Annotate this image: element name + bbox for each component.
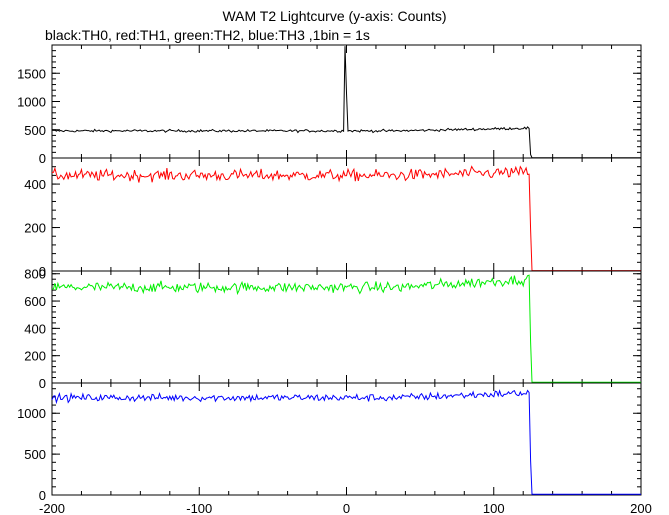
x-tick-label: 200: [630, 501, 652, 515]
y-tick-label: 0: [39, 151, 46, 166]
y-tick-label: 1500: [17, 66, 46, 81]
y-tick-label: 0: [39, 488, 46, 503]
y-tick-label: 500: [24, 123, 46, 138]
chart-title: WAM T2 Lightcurve (y-axis: Counts): [222, 8, 447, 24]
y-tick-label: 0: [39, 264, 46, 279]
x-tick-label: 0: [343, 501, 350, 515]
x-tick-label: -200: [39, 501, 65, 515]
series-line-th1: [51, 165, 641, 272]
y-tick-label: 1000: [17, 95, 46, 110]
series-line-th2: [51, 274, 641, 383]
panel-frame-th2: [51, 270, 642, 384]
y-tick-label: 500: [24, 447, 46, 462]
series-line-th3: [51, 389, 641, 495]
panel-frame-th3: [51, 382, 642, 496]
x-tick-label: 100: [483, 501, 505, 515]
y-tick-label: 200: [24, 221, 46, 236]
chart-subtitle: black:TH0, red:TH1, green:TH2, blue:TH3 …: [45, 27, 370, 43]
series-line-th0: [51, 46, 641, 159]
y-tick-label: 1000: [17, 406, 46, 421]
y-tick-label: 400: [24, 177, 46, 192]
y-tick-label: 0: [39, 376, 46, 391]
y-tick-label: 600: [24, 294, 46, 309]
y-tick-label: 800: [24, 267, 46, 282]
x-tick-label: -100: [186, 501, 212, 515]
y-tick-label: 200: [24, 349, 46, 364]
y-tick-label: 400: [24, 321, 46, 336]
